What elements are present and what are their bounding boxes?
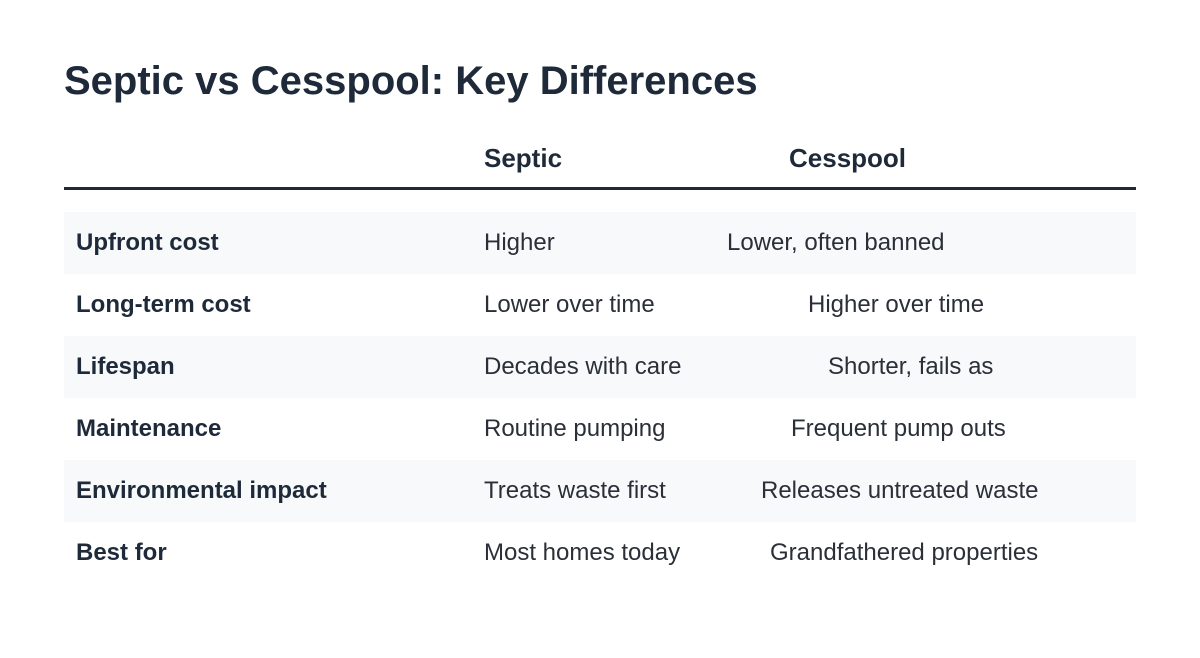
cesspool-value: Higher over time [808,291,985,318]
header-septic: Septic [484,143,563,173]
table-row: Environmental impact Treats waste first … [64,460,1136,522]
cesspool-value: Grandfathered properties [770,539,1039,566]
septic-value: Treats waste first [484,477,666,504]
table-row: Upfront cost Higher Lower, often banned [64,212,1136,274]
septic-value: Lower over time [484,291,655,318]
header-divider [64,187,1136,190]
header-cesspool: Cesspool [789,143,907,173]
septic-value: Decades with care [484,353,682,380]
row-label: Lifespan [76,353,175,380]
table-row: Long-term cost Lower over time Higher ov… [64,274,1136,336]
table-row: Best for Most homes today Grandfathered … [64,522,1136,584]
cesspool-value: Lower, often banned [727,229,945,256]
table-header: Septic Cesspool [64,140,1136,188]
row-label: Environmental impact [76,477,327,504]
table-row: Lifespan Decades with care Shorter, fail… [64,336,1136,398]
cesspool-value: Releases untreated waste [761,477,1039,504]
page-title: Septic vs Cesspool: Key Differences [64,59,758,103]
row-label: Long-term cost [76,291,251,318]
cesspool-value: Frequent pump outs [791,415,1006,442]
cesspool-value: Shorter, fails as [828,353,994,380]
row-label: Best for [76,539,167,566]
septic-value: Higher [484,229,555,256]
row-label: Maintenance [76,415,222,442]
comparison-table: Upfront cost Higher Lower, often banned … [64,212,1136,584]
septic-value: Routine pumping [484,415,666,442]
table-row: Maintenance Routine pumping Frequent pum… [64,398,1136,460]
septic-value: Most homes today [484,539,681,566]
row-label: Upfront cost [76,229,219,256]
